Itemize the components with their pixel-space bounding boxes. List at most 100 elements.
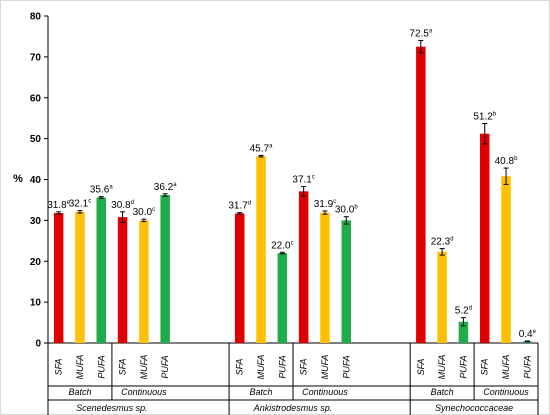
data-label: 37.1c [292, 174, 314, 185]
category-label: PUFA [458, 355, 468, 378]
data-label-letter: d [469, 306, 472, 312]
category-label: PUFA [277, 355, 287, 378]
bar [501, 176, 511, 343]
category-label: PUFA [96, 355, 106, 378]
data-label-letter: e [67, 200, 71, 206]
bars-layer [53, 40, 533, 343]
data-label-letter: a [173, 182, 177, 188]
data-label-letter: c [333, 199, 336, 205]
category-label: MUFA [320, 355, 330, 380]
y-tick-label: 70 [30, 52, 42, 63]
data-label: 31.9c [314, 199, 336, 210]
y-tick-label: 40 [30, 175, 42, 186]
data-label-letter: b [493, 112, 497, 118]
category-label: SFA [54, 359, 64, 376]
data-label-letter: b [514, 156, 518, 162]
data-label-value: 5.2 [455, 306, 469, 317]
data-label: 30.0c [133, 207, 155, 218]
category-label: SFA [118, 359, 128, 376]
data-label-value: 0.4 [519, 329, 533, 340]
bar [416, 46, 426, 343]
group-label: Batch [431, 387, 454, 397]
bar [234, 213, 245, 343]
data-label-letter: c [291, 240, 294, 246]
labels-layer: 31.8e32.1c35.6a30.8d30.0c36.2a31.7d45.7a… [47, 29, 536, 340]
data-label-letter: c [312, 174, 315, 180]
data-label: 40.8b [495, 156, 518, 167]
y-tick-label: 60 [30, 93, 42, 104]
category-label: MUFA [75, 355, 85, 380]
bar [298, 191, 309, 343]
bar [160, 195, 170, 343]
data-label-value: 37.1 [292, 174, 312, 185]
category-label: SFA [235, 359, 245, 376]
data-label-letter: a [429, 29, 433, 35]
data-label-value: 31.8 [47, 200, 67, 211]
data-label-value: 30.8 [111, 200, 131, 211]
category-label: PUFA [522, 355, 532, 378]
data-label: 72.5a [409, 29, 432, 40]
data-label-letter: b [354, 205, 358, 211]
data-label-value: 31.7 [228, 201, 248, 212]
data-label: 30.0b [335, 205, 358, 216]
bar [479, 133, 490, 343]
bar [277, 253, 288, 343]
category-label: MUFA [256, 355, 266, 380]
data-label: 5.2d [455, 306, 472, 317]
data-label-letter: d [248, 201, 251, 207]
bar [53, 213, 64, 343]
data-label: 0.4e [519, 329, 537, 340]
group-label: Continuous [121, 387, 167, 397]
bar [437, 251, 447, 343]
data-label-value: 45.7 [250, 143, 270, 154]
bar [458, 321, 469, 343]
data-label: 45.7a [250, 143, 273, 154]
organism-label: Synechococcaceae [435, 403, 513, 413]
y-tick-label: 0 [35, 339, 41, 350]
data-label-letter: a [269, 143, 273, 149]
data-label-letter: d [450, 237, 453, 243]
data-label: 22.3d [431, 237, 454, 248]
bar [117, 217, 128, 343]
data-label-value: 22.3 [431, 237, 451, 248]
category-label: MUFA [501, 355, 511, 380]
data-label: 30.8d [111, 200, 134, 211]
y-tick-label: 80 [30, 12, 42, 23]
data-label-value: 22.0 [271, 240, 291, 251]
bar [75, 211, 85, 343]
bar [341, 220, 352, 343]
data-label-value: 35.6 [90, 185, 110, 196]
data-label: 31.8e [47, 200, 70, 211]
bar [256, 156, 266, 343]
data-label-value: 30.0 [133, 207, 153, 218]
group-label: Batch [250, 387, 273, 397]
axes-layer: 0 10 20 30 40 50 60 70 80 [30, 12, 538, 350]
data-label-letter: c [152, 207, 155, 213]
data-label: 32.1c [69, 199, 91, 210]
group-label: Continuous [483, 387, 529, 397]
data-label-value: 31.9 [314, 199, 334, 210]
data-label-value: 72.5 [409, 29, 429, 40]
data-label-value: 32.1 [69, 199, 89, 210]
data-label-letter: e [533, 329, 537, 335]
data-label-letter: c [88, 199, 91, 205]
y-tick-label: 10 [30, 298, 42, 309]
organism-label: Scenedesmus sp. [76, 403, 148, 413]
y-axis-label: % [13, 173, 23, 185]
category-label: SFA [299, 359, 309, 376]
x-axis-layer: SFA MUFA PUFA Batch SFA MUFA PUFA Continuous Sce… [47, 343, 539, 415]
bar [139, 220, 149, 343]
category-label: PUFA [160, 355, 170, 378]
group-label: Batch [68, 387, 91, 397]
data-label: 31.7d [228, 201, 251, 212]
y-tick-label: 30 [30, 216, 42, 227]
y-tick-label: 20 [30, 257, 42, 268]
data-label: 36.2a [154, 182, 177, 193]
data-label-letter: d [131, 200, 134, 206]
data-label-letter: a [109, 185, 113, 191]
organism-label: Ankistrodesmus sp. [253, 403, 333, 413]
data-label-value: 36.2 [154, 182, 174, 193]
data-label-value: 30.0 [335, 205, 355, 216]
